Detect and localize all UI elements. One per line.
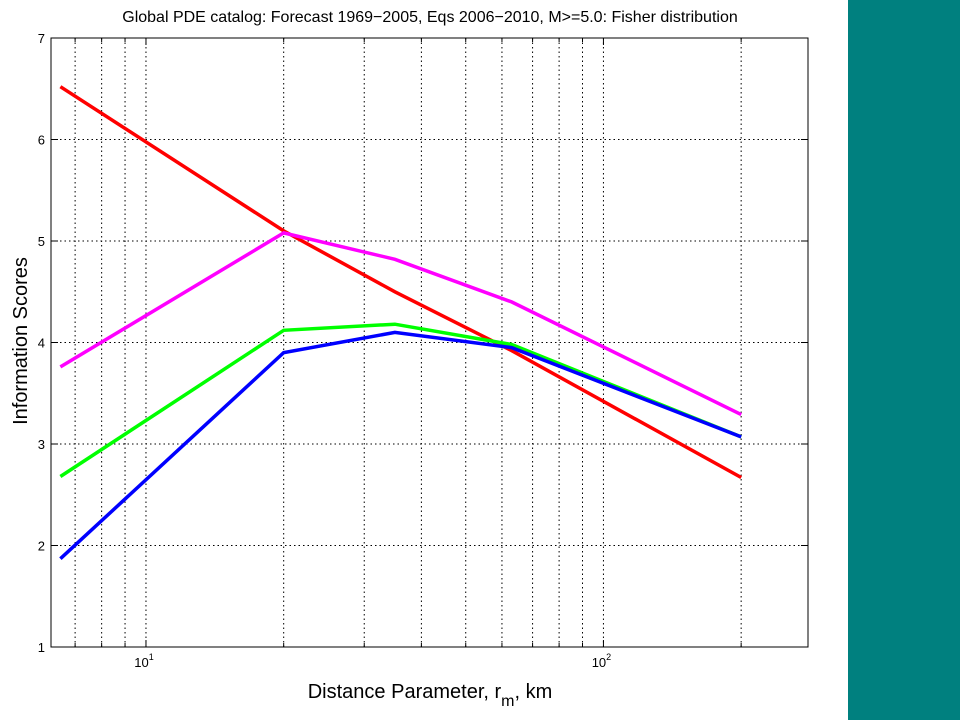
y-tick-label: 3 — [38, 437, 45, 452]
x-axis-label-suffix: , km — [514, 681, 552, 703]
y-tick-label: 4 — [38, 336, 45, 351]
x-tick-label-exponent: 2 — [606, 652, 611, 662]
x-axis-label: Distance Parameter, rm, km — [308, 681, 553, 710]
series-line-1 — [60, 87, 741, 478]
y-tick-label: 2 — [38, 539, 45, 554]
y-tick-label: 5 — [38, 234, 45, 249]
chart: Global PDE catalog: Forecast 1969−2005, … — [0, 0, 848, 720]
series-line-3 — [60, 324, 741, 476]
y-axis-label: Information Scores — [10, 257, 32, 425]
x-tick-labels: 101 102 — [134, 652, 611, 670]
y-tick-label: 1 — [38, 640, 45, 655]
grid — [51, 38, 808, 647]
x-tick-label-base: 10 — [134, 655, 148, 670]
x-tick-label: 101 — [134, 652, 153, 670]
x-tick-label-exponent: 1 — [149, 652, 154, 662]
side-panel — [848, 0, 960, 720]
x-tick-label-base: 10 — [592, 655, 606, 670]
y-tick-label: 7 — [38, 31, 45, 46]
chart-title: Global PDE catalog: Forecast 1969−2005, … — [122, 9, 738, 26]
x-axis-label-subscript: m — [501, 693, 514, 710]
x-axis-label-main: Distance Parameter, r — [308, 681, 502, 703]
series-layer — [60, 87, 741, 559]
y-tick-labels: 1 2 3 4 5 6 7 — [38, 31, 45, 655]
x-tick-label: 102 — [592, 652, 611, 670]
y-tick-label: 6 — [38, 133, 45, 148]
